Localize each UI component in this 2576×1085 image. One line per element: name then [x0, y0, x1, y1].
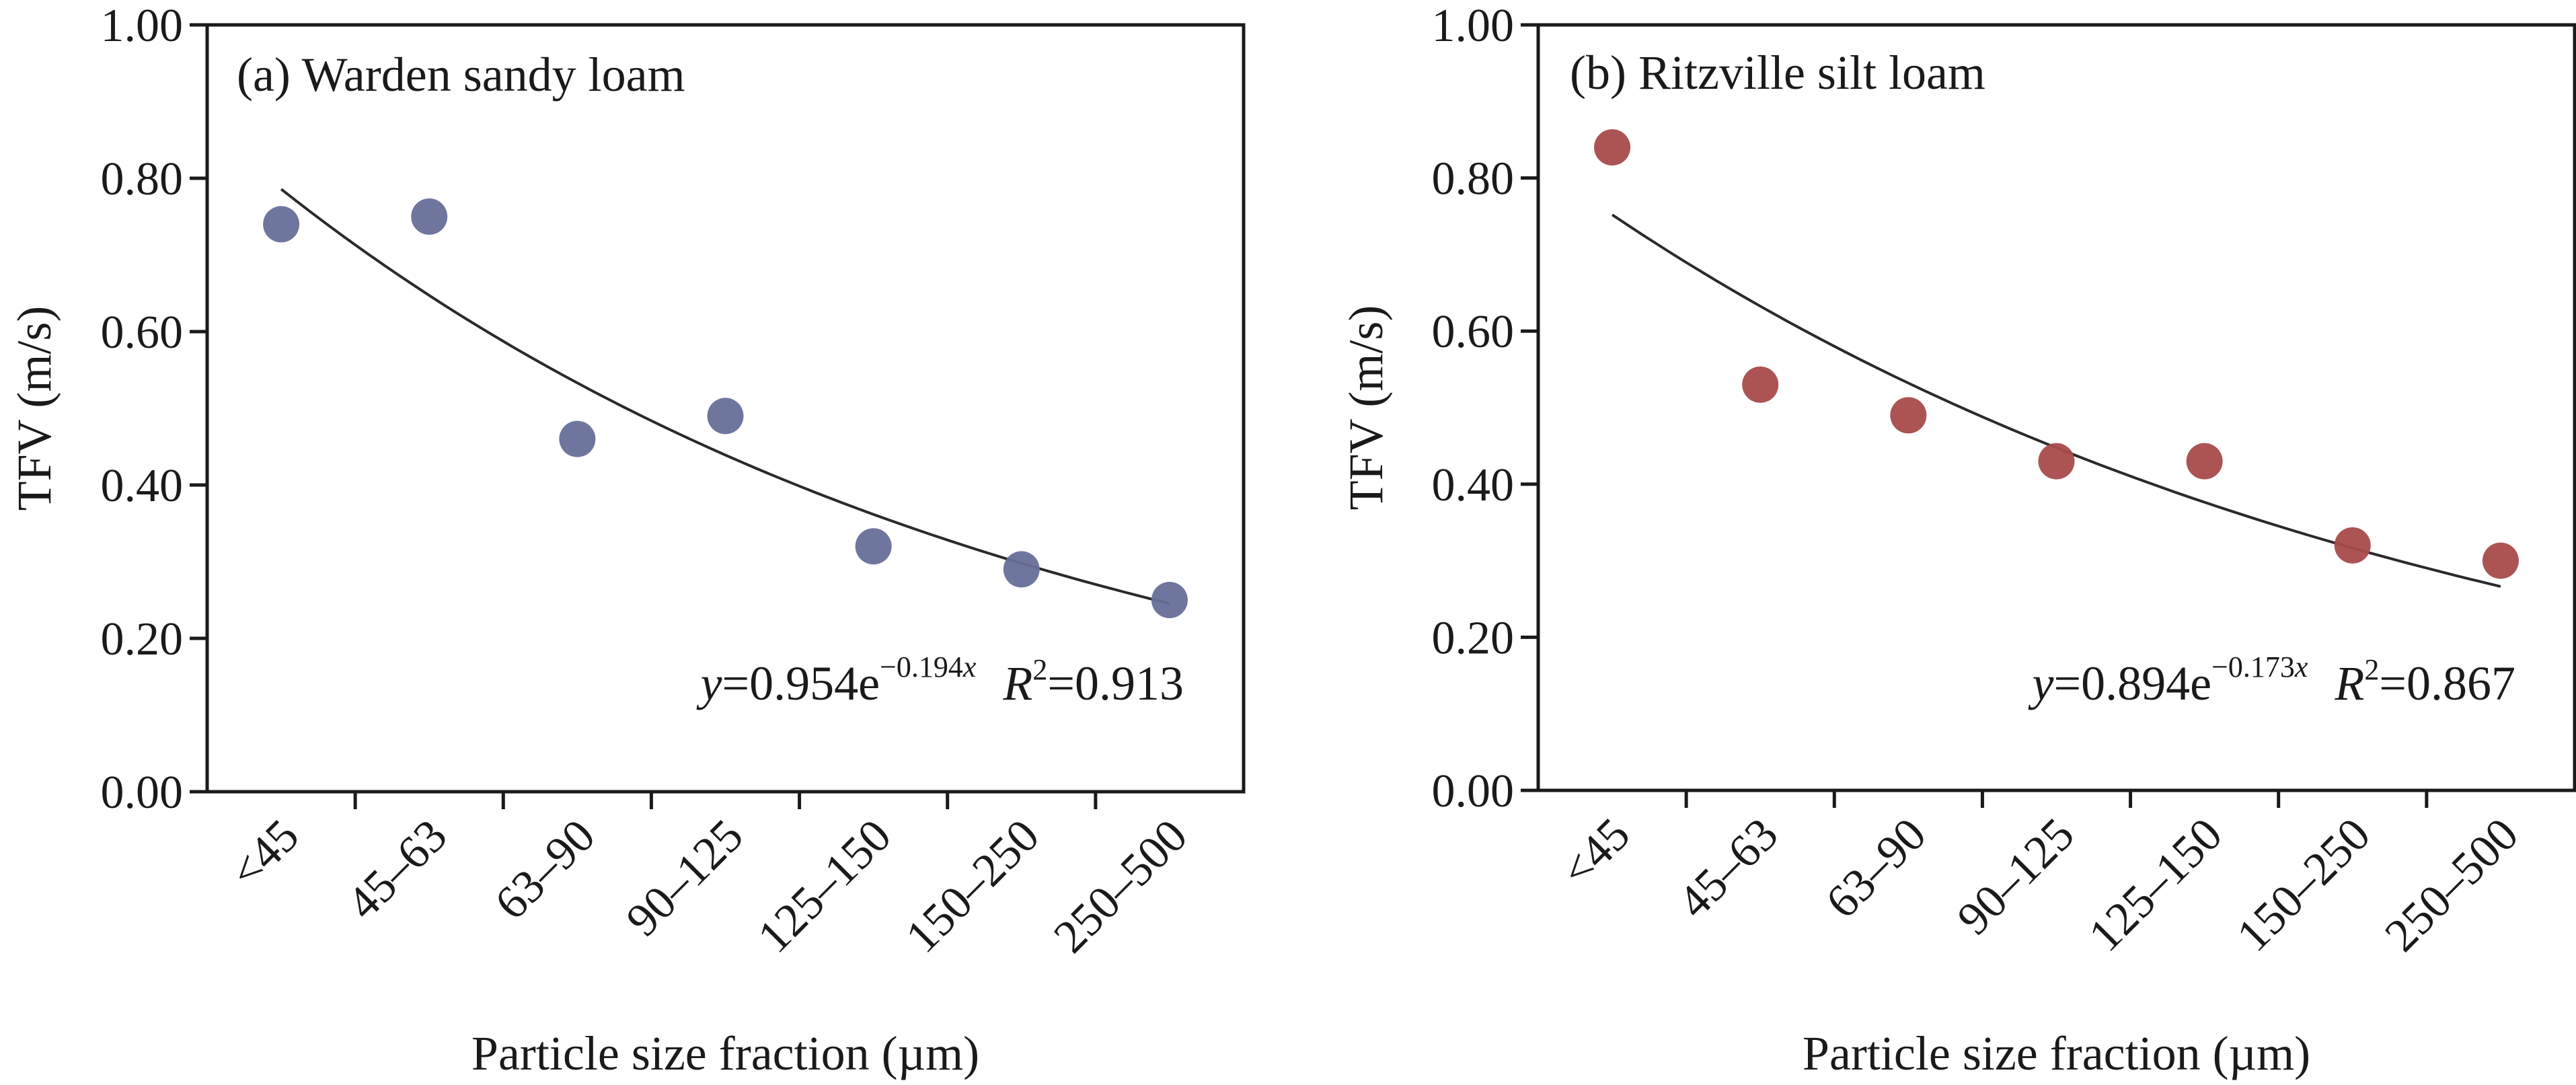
panel-b: 0.00 0.20 0.40 0.60 0.80 1.00 <45 45–63 63–90 90–…	[1339, 0, 2576, 1080]
fit-curve	[1611, 213, 2501, 588]
y-tick-label: 0.20	[1432, 612, 1515, 664]
fit-curve	[280, 188, 1170, 605]
data-point	[855, 528, 892, 565]
eq-r-sup: 2	[1032, 653, 1047, 686]
eq-exp-var: x	[962, 650, 977, 683]
x-tick-label: 250–500	[2376, 809, 2529, 962]
data-point	[1742, 366, 1779, 403]
y-axis-title: TFV (m/s)	[1339, 305, 1393, 511]
x-tick-label: 150–250	[2227, 809, 2380, 962]
x-tick-label: 45–63	[1668, 809, 1788, 928]
y-tick-label: 0.00	[1432, 765, 1515, 817]
x-tick-label: <45	[221, 810, 309, 899]
y-tick-label: 0.00	[101, 767, 184, 819]
y-tick-label: 0.40	[101, 460, 184, 512]
data-point	[1890, 397, 1927, 434]
eq-coef: =0.894e	[2053, 657, 2211, 710]
data-point	[2038, 443, 2075, 480]
x-tick-label: <45	[1552, 809, 1640, 897]
x-tick-label: 250–500	[1045, 810, 1198, 963]
x-tick-label: 63–90	[1816, 809, 1936, 928]
y-tick-label: 0.80	[1432, 153, 1515, 205]
x-tick-label: 125–150	[2079, 809, 2232, 962]
y-tick-label: 0.60	[101, 307, 184, 359]
panel-title: (b) Ritzville silt loam	[1570, 46, 1985, 100]
fit-equation: y=0.894e−0.173x R2=0.867	[2028, 650, 2515, 710]
eq-y: y	[2028, 657, 2054, 710]
eq-exp: −0.194	[880, 650, 963, 683]
y-tick-label: 0.80	[101, 153, 184, 205]
data-point	[707, 398, 744, 435]
eq-coef: =0.954e	[722, 657, 880, 710]
data-point	[2186, 443, 2223, 480]
eq-exp: −0.173	[2211, 650, 2295, 683]
eq-r: R	[2334, 657, 2364, 710]
x-tick-label: 90–125	[1948, 809, 2084, 945]
x-axis-title: Particle size fraction (µm)	[471, 1026, 979, 1080]
data-point	[411, 198, 448, 235]
y-tick-label: 0.40	[1432, 459, 1515, 511]
y-tick-label: 1.00	[101, 0, 184, 52]
data-point	[2482, 542, 2519, 579]
y-tick-label: 0.60	[1432, 306, 1515, 358]
panel-a: 0.00 0.20 0.40 0.60 0.80 1.00 <45 45–63 63–90 90–…	[7, 0, 1246, 1080]
eq-y: y	[696, 657, 722, 710]
x-tick-label: 150–250	[896, 810, 1049, 963]
data-point	[1151, 582, 1188, 618]
y-axis-title: TFV (m/s)	[7, 306, 61, 511]
x-axis-title: Particle size fraction (µm)	[1803, 1026, 2310, 1080]
eq-r-val: =0.913	[1047, 657, 1184, 710]
x-tick-label: 63–90	[485, 810, 605, 930]
data-point	[1003, 551, 1040, 588]
data-point	[263, 206, 300, 243]
eq-r-sup: 2	[2364, 653, 2379, 686]
eq-exp-var: x	[2294, 650, 2308, 683]
data-point	[1594, 129, 1631, 166]
fit-equation: y=0.954e−0.194x R2=0.913	[696, 650, 1184, 710]
x-tick-label: 125–150	[748, 810, 901, 963]
panel-title: (a) Warden sandy loam	[237, 48, 685, 102]
plot-frame	[205, 23, 1246, 794]
data-point	[559, 420, 596, 457]
eq-r-val: =0.867	[2379, 657, 2515, 710]
x-tick-label: 45–63	[337, 810, 457, 930]
data-point	[2334, 527, 2371, 564]
y-tick-label: 1.00	[1432, 0, 1515, 52]
eq-r: R	[1002, 657, 1032, 710]
y-tick-label: 0.20	[101, 613, 184, 665]
x-tick-label: 90–125	[617, 810, 753, 946]
plot-frame	[1536, 23, 2576, 792]
